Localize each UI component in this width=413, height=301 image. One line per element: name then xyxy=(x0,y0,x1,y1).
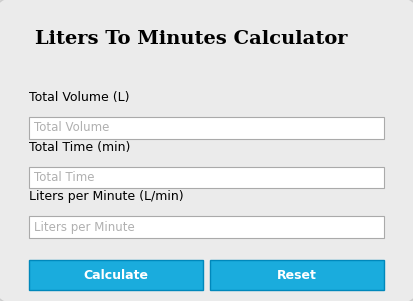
Text: Reset: Reset xyxy=(277,269,317,282)
Bar xyxy=(210,260,384,290)
Text: Total Time: Total Time xyxy=(34,171,94,184)
Bar xyxy=(29,167,384,188)
Text: Calculate: Calculate xyxy=(83,269,148,282)
Text: Liters To Minutes Calculator: Liters To Minutes Calculator xyxy=(35,30,348,48)
Bar xyxy=(29,216,384,238)
Text: Total Time (min): Total Time (min) xyxy=(29,141,130,154)
Bar xyxy=(29,260,203,290)
Text: Liters per Minute: Liters per Minute xyxy=(34,221,135,234)
Text: Total Volume: Total Volume xyxy=(34,121,109,135)
Bar xyxy=(29,117,384,139)
Text: Total Volume (L): Total Volume (L) xyxy=(29,91,129,104)
Text: Liters per Minute (L/min): Liters per Minute (L/min) xyxy=(29,190,183,203)
